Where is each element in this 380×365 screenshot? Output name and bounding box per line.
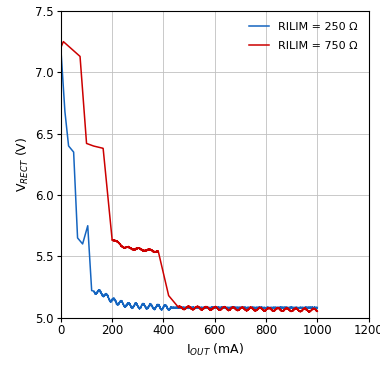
RILIM = 250 Ω — [168, 306, 173, 310]
Legend: RILIM = 250 Ω, RILIM = 750 Ω: RILIM = 250 Ω, RILIM = 750 Ω — [244, 16, 363, 57]
Line: RILIM = 250 Ω: RILIM = 250 Ω — [61, 48, 317, 310]
RILIM = 250 Ω — [59, 46, 63, 50]
Line: RILIM = 750 Ω: RILIM = 750 Ω — [61, 42, 317, 312]
RILIM = 250 Ω — [310, 306, 315, 310]
RILIM = 750 Ω — [282, 307, 287, 312]
RILIM = 750 Ω — [61, 39, 66, 44]
RILIM = 750 Ω — [88, 143, 92, 147]
RILIM = 250 Ω — [103, 293, 108, 297]
RILIM = 250 Ω — [166, 308, 171, 312]
RILIM = 750 Ω — [307, 310, 311, 314]
RILIM = 750 Ω — [59, 46, 63, 50]
RILIM = 250 Ω — [88, 262, 92, 267]
RILIM = 250 Ω — [282, 306, 287, 310]
RILIM = 250 Ω — [315, 305, 320, 310]
RILIM = 750 Ω — [168, 296, 173, 300]
RILIM = 750 Ω — [157, 253, 162, 258]
RILIM = 750 Ω — [103, 169, 108, 173]
RILIM = 750 Ω — [315, 309, 320, 314]
RILIM = 250 Ω — [157, 304, 162, 308]
Y-axis label: V$_{RECT}$ (V): V$_{RECT}$ (V) — [15, 137, 31, 192]
RILIM = 750 Ω — [310, 307, 315, 311]
X-axis label: I$_{OUT}$ (mA): I$_{OUT}$ (mA) — [185, 342, 244, 358]
